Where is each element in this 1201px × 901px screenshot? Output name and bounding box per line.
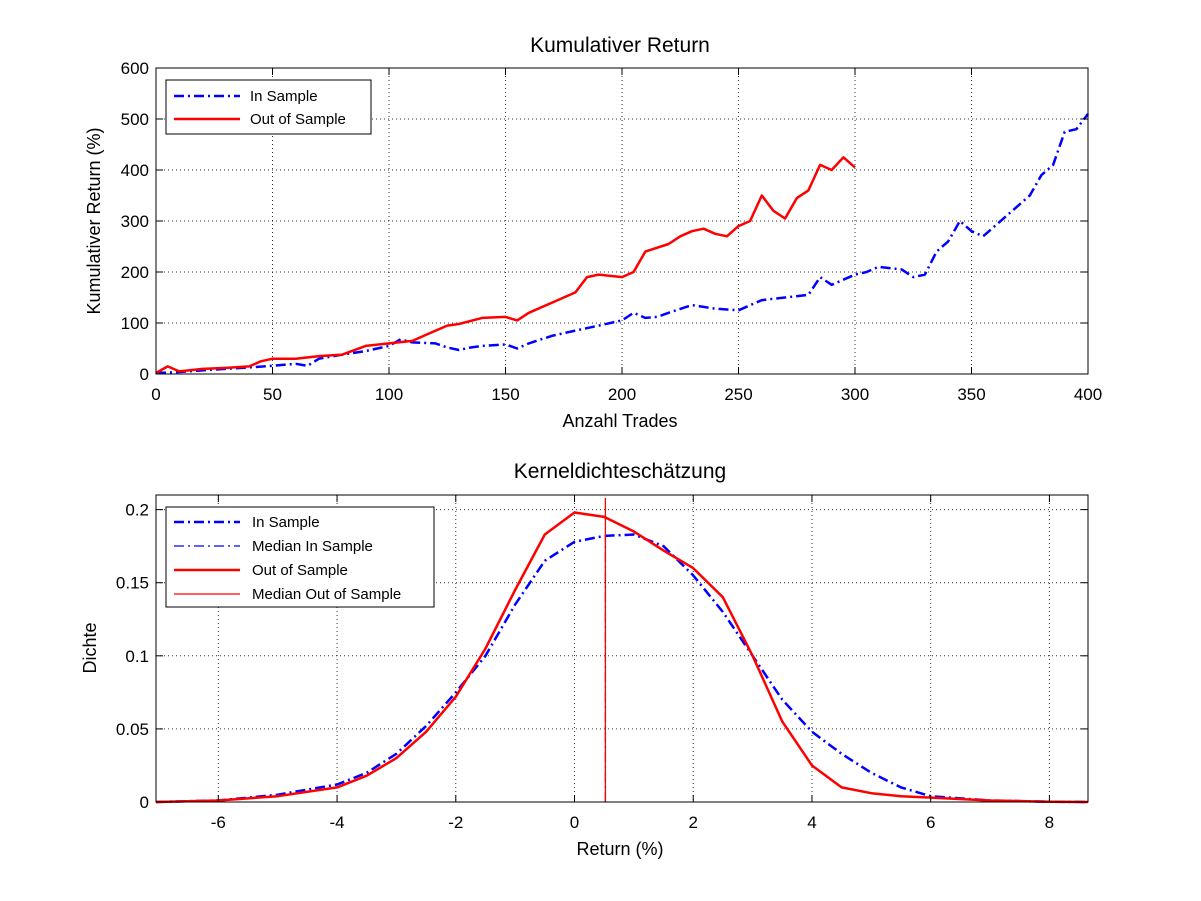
x-tick-label: 0 [570, 813, 579, 832]
y-tick-label: 0 [140, 793, 149, 812]
x-tick-label: 4 [807, 813, 816, 832]
x-tick-label: 250 [724, 385, 752, 404]
x-tick-label: 0 [151, 385, 160, 404]
series-line [155, 533, 1089, 804]
legend: In Sample Median In Sample Out of Sample… [165, 506, 435, 608]
chart-title: Kumulativer Return [530, 34, 710, 57]
series-group [155, 497, 1089, 804]
y-tick-label: 300 [121, 212, 149, 231]
x-tick-label: 6 [926, 813, 935, 832]
legend-label: In Sample [252, 514, 320, 531]
y-tick-label: 0.15 [116, 574, 149, 593]
x-tick-label: 200 [608, 385, 636, 404]
series-line [155, 156, 856, 375]
y-tick-label: 0.1 [125, 647, 149, 666]
x-tick-label: 300 [841, 385, 869, 404]
y-tick-label: 400 [121, 161, 149, 180]
y-tick-label: 0.2 [125, 501, 149, 520]
y-tick-label: 0 [140, 365, 149, 384]
x-tick-label: 8 [1045, 813, 1054, 832]
legend-label: Median In Sample [252, 538, 373, 555]
y-tick-label: 200 [121, 263, 149, 282]
ticks: 0 50 100 150 200 250 300 350 400 0 100 200 300 400 500… [121, 59, 1103, 404]
series-line [155, 113, 1089, 375]
y-tick-label: 600 [121, 59, 149, 78]
chart-kernel-density: Kerneldichteschätzung -6 -4 -2 0 2 4 6 8 0 0.05 0.… [80, 460, 1089, 859]
x-tick-label: 400 [1074, 385, 1102, 404]
legend-label: In Sample [250, 88, 318, 105]
y-axis-label: Dichte [80, 622, 100, 673]
legend-label: Out of Sample [252, 562, 348, 579]
legend-label: Out of Sample [250, 111, 346, 128]
x-tick-label: 50 [263, 385, 282, 404]
x-tick-label: 350 [957, 385, 985, 404]
chart-cumulative-return: Kumulativer Return 0 50 100 150 200 250 300 350… [84, 34, 1102, 431]
chart-title: Kerneldichteschätzung [514, 460, 726, 483]
x-axis-label: Anzahl Trades [562, 411, 677, 431]
axes-box [155, 494, 1089, 803]
legend-box [165, 79, 372, 135]
x-tick-label: -2 [448, 813, 463, 832]
ticks: -6 -4 -2 0 2 4 6 8 0 0.05 0.1 0.15 0.2 [116, 495, 1088, 832]
x-tick-label: -4 [329, 813, 344, 832]
y-tick-label: 0.05 [116, 720, 149, 739]
y-axis-label: Kumulativer Return (%) [84, 127, 104, 314]
series-line [155, 511, 1089, 804]
y-tick-label: 500 [121, 110, 149, 129]
legend-box [165, 506, 435, 608]
x-axis-label: Return (%) [576, 839, 663, 859]
y-tick-label: 100 [121, 314, 149, 333]
x-tick-label: 150 [491, 385, 519, 404]
x-tick-label: 100 [375, 385, 403, 404]
x-tick-label: 2 [689, 813, 698, 832]
legend-label: Median Out of Sample [252, 586, 401, 603]
x-tick-label: -6 [211, 813, 226, 832]
series-group [155, 113, 1089, 375]
legend: In Sample Out of Sample [165, 79, 372, 135]
